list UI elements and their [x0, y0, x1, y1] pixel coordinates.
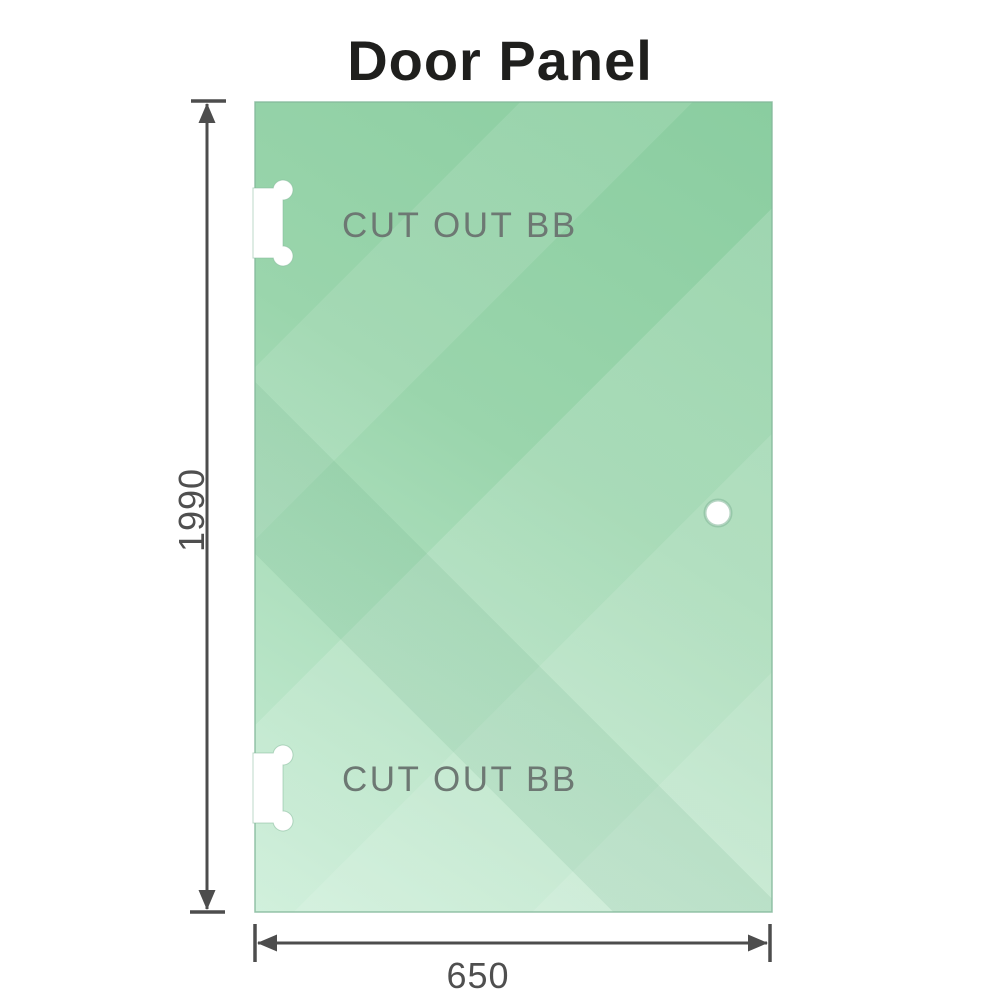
- width-dim-arrow-left: [257, 934, 277, 952]
- width-dim-arrow-right: [748, 934, 768, 952]
- hinge-cutout-top: [252, 179, 294, 267]
- height-dimension: 1990: [171, 99, 226, 914]
- glass-reflection-band-dark: [255, 102, 772, 912]
- hinge-cutout-bottom: [252, 744, 294, 832]
- width-dimension: 650: [253, 924, 772, 996]
- height-dimension-value: 1990: [171, 468, 212, 552]
- cutout-label-top: CUT OUT BB: [342, 206, 578, 245]
- handle-hole: [703, 498, 733, 528]
- width-dimension-value: 650: [446, 955, 509, 996]
- height-dim-arrow-up: [198, 103, 216, 123]
- page-title: Door Panel: [347, 29, 653, 92]
- cutout-label-bottom: CUT OUT BB: [342, 760, 578, 799]
- height-dim-arrow-down: [198, 890, 216, 910]
- glass-panel-outline: [254, 101, 773, 913]
